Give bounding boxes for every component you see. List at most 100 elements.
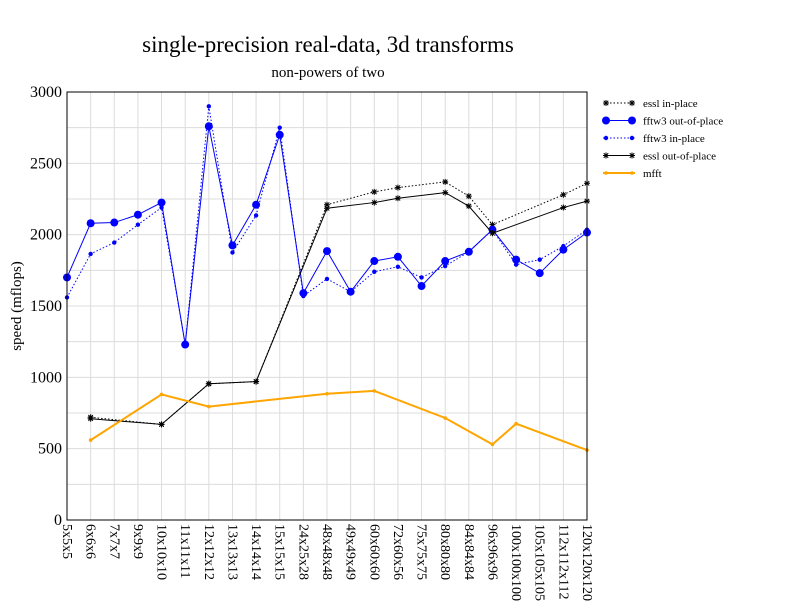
legend-label: fftw3 out-of-place: [643, 116, 723, 128]
series-line: [66, 106, 588, 344]
data-point: [323, 247, 331, 256]
data-point: [158, 421, 165, 428]
series-mfft: [88, 389, 589, 452]
x-tick-label: 15x15x15: [272, 524, 287, 580]
data-point: [442, 263, 448, 269]
data-point: [324, 276, 330, 282]
y-tick-label: 3000: [30, 84, 62, 101]
data-point: [514, 421, 518, 426]
data-point: [206, 104, 212, 109]
x-tick-label: 80x80x80: [437, 524, 452, 580]
data-point: [535, 269, 544, 278]
data-point: [133, 210, 142, 219]
series-essl-in-place: [87, 178, 590, 428]
data-point: [465, 203, 472, 210]
y-tick-labels: 0 500 1000 1500 2000 2500 3000: [30, 84, 62, 529]
legend-label: essl in-place: [643, 98, 698, 110]
x-tick-label: 9x9x9: [130, 524, 145, 559]
y-axis-label: speed (mflops): [9, 261, 25, 351]
data-point: [371, 199, 378, 206]
data-point: [466, 249, 472, 254]
x-tick-label: 12x12x12: [201, 524, 216, 580]
x-tick-label: 75x75x75: [414, 524, 429, 580]
x-tick-label: 11x11x11: [177, 524, 192, 578]
data-point: [372, 269, 377, 274]
chart-title: single-precision real-data, 3d transform…: [142, 32, 514, 57]
data-point: [324, 205, 330, 212]
data-point: [489, 221, 496, 228]
series-line: [90, 181, 588, 425]
data-point: [277, 125, 282, 130]
data-point: [88, 438, 93, 442]
data-point: [110, 218, 119, 227]
x-tick-label: 49x49x49: [343, 524, 358, 580]
x-tick-label: 120x120x120: [579, 524, 594, 601]
data-point: [135, 222, 141, 227]
data-point: [228, 241, 237, 250]
data-point: [204, 122, 213, 131]
x-tick-label: 100x100x100: [508, 524, 523, 601]
data-point: [371, 188, 378, 195]
data-point: [442, 178, 449, 185]
data-point: [301, 293, 306, 299]
y-tick-label: 1500: [30, 298, 62, 315]
data-point: [628, 116, 636, 125]
data-point: [372, 389, 377, 393]
x-tick-label: 10x10x10: [154, 524, 169, 580]
data-point: [441, 257, 450, 266]
data-point: [602, 116, 610, 125]
data-point: [159, 205, 164, 210]
legend-label: fftw3 in-place: [643, 133, 705, 145]
data-point: [112, 240, 117, 245]
series-line: [90, 192, 588, 425]
legend-item: fftw3 out-of-place: [602, 116, 723, 128]
data-point: [394, 195, 401, 202]
chart-subtitle: non-powers of two: [271, 65, 384, 81]
plot-frame: [66, 91, 588, 521]
x-tick-label: 112x112x112: [555, 524, 570, 599]
series-line: [90, 389, 588, 452]
legend-item: fftw3 in-place: [603, 133, 705, 145]
x-tick-labels: 5x5x5 6x6x6 7x7x7 9x9x9 10x10x10 11x11x11 12x1…: [59, 524, 594, 601]
data-point: [253, 213, 259, 218]
data-point: [394, 184, 401, 191]
data-point: [417, 282, 426, 291]
data-point: [513, 262, 519, 267]
x-tick-label: 5x5x5: [59, 524, 74, 559]
y-tick-label: 1000: [30, 369, 62, 386]
data-point: [182, 341, 188, 347]
data-point: [630, 171, 634, 175]
y-tick-label: 2000: [30, 227, 62, 244]
data-point: [465, 193, 472, 200]
data-point: [86, 219, 95, 228]
legend-label: essl out-of-place: [643, 151, 716, 163]
data-point: [393, 252, 402, 261]
data-point: [604, 171, 608, 175]
data-point: [324, 201, 330, 208]
legend-item: essl in-place: [603, 98, 698, 110]
data-point: [603, 135, 609, 141]
y-tick-label: 500: [38, 441, 62, 458]
data-point: [560, 204, 567, 211]
data-point: [561, 243, 566, 249]
data-point: [395, 264, 401, 269]
y-tick-label: 2500: [30, 155, 62, 172]
data-point: [537, 257, 542, 262]
series-essl-out-of-place: [87, 189, 590, 428]
data-point: [629, 100, 635, 106]
x-tick-label: 105x105x105: [532, 524, 547, 601]
series-layer: [63, 104, 591, 452]
legend-item: essl out-of-place: [603, 151, 716, 163]
x-tick-label: 48x48x48: [319, 524, 334, 580]
grid: [66, 91, 588, 521]
data-point: [419, 275, 424, 280]
x-tick-label: 6x6x6: [83, 524, 98, 559]
data-point: [207, 404, 211, 409]
data-point: [253, 378, 260, 385]
data-point: [603, 152, 609, 159]
legend-item: mfft: [603, 168, 662, 180]
data-point: [370, 257, 379, 266]
y-tick-label: 0: [54, 512, 62, 529]
data-point: [490, 442, 495, 447]
